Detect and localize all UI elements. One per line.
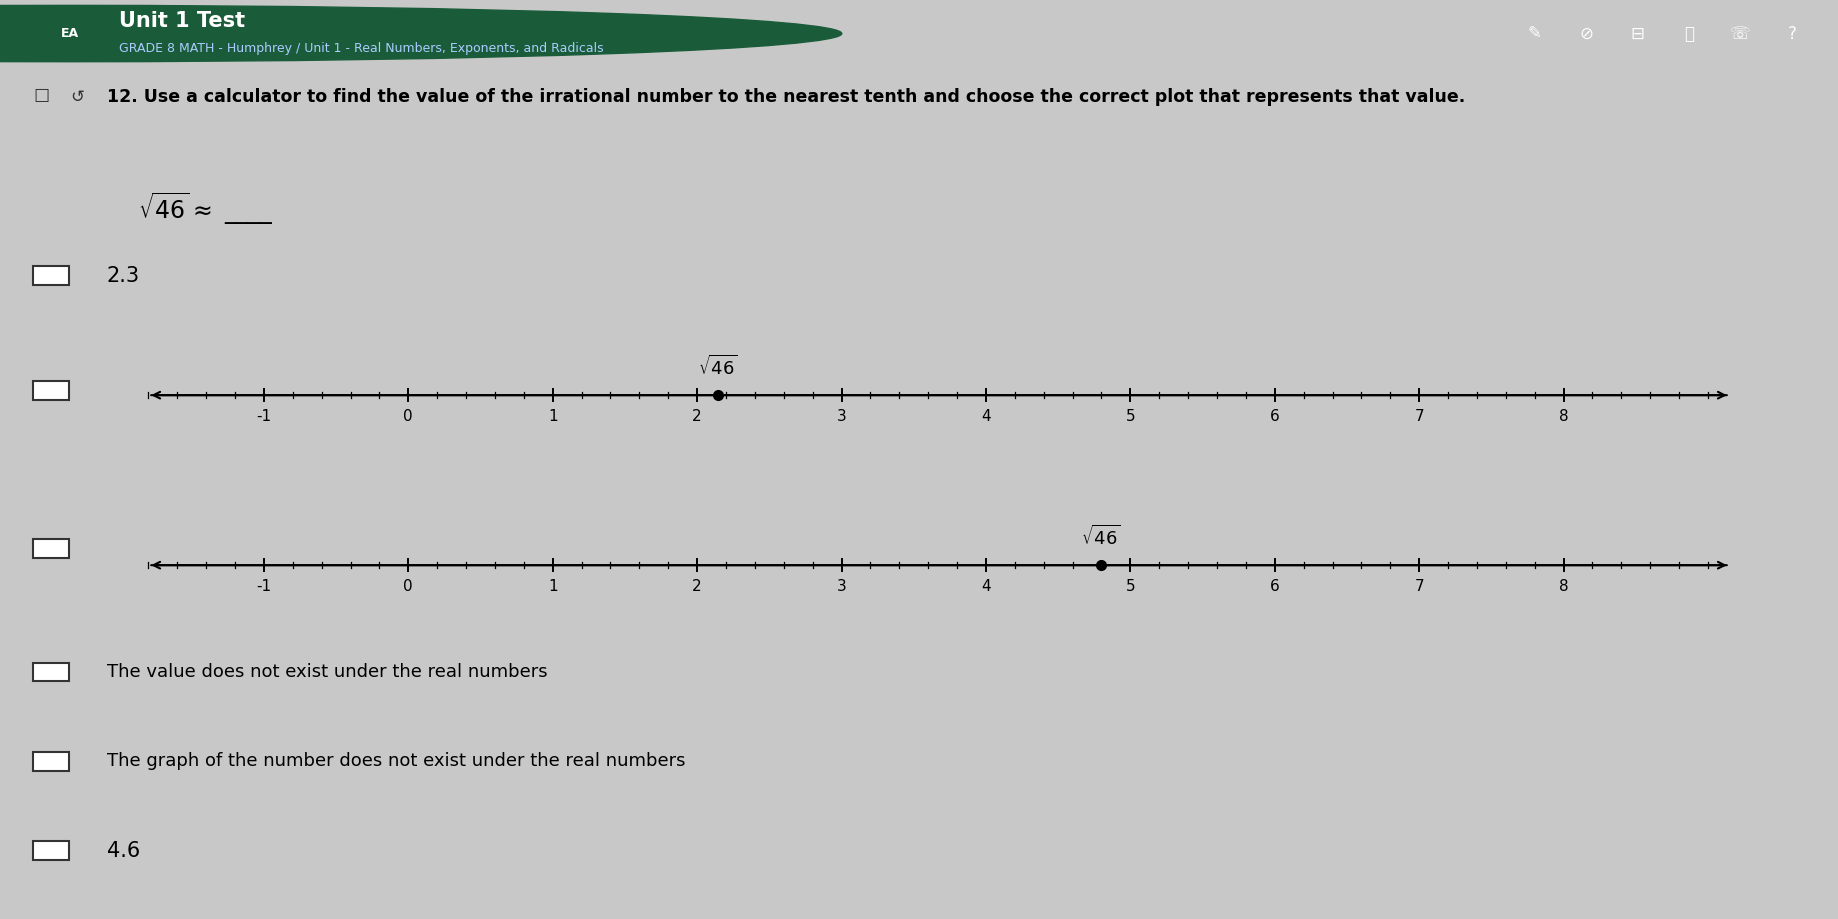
Text: $\sqrt{46} \approx$ ____: $\sqrt{46} \approx$ ____: [138, 190, 274, 227]
Circle shape: [0, 6, 842, 62]
Text: 3: 3: [836, 580, 847, 595]
FancyBboxPatch shape: [33, 663, 70, 681]
Text: 5: 5: [1125, 580, 1136, 595]
FancyBboxPatch shape: [33, 381, 70, 400]
Text: 8: 8: [1559, 410, 1568, 425]
Text: ?: ?: [1788, 25, 1796, 42]
Text: 12. Use a calculator to find the value of the irrational number to the nearest t: 12. Use a calculator to find the value o…: [107, 88, 1465, 107]
Text: 4: 4: [981, 410, 991, 425]
Text: 1: 1: [548, 410, 557, 425]
Text: The graph of the number does not exist under the real numbers: The graph of the number does not exist u…: [107, 753, 686, 770]
FancyBboxPatch shape: [33, 539, 70, 558]
Text: 5: 5: [1125, 410, 1136, 425]
Text: 7: 7: [1415, 410, 1424, 425]
Text: 7: 7: [1415, 580, 1424, 595]
Text: 0: 0: [404, 580, 414, 595]
Text: 2.3: 2.3: [107, 266, 140, 286]
Text: The value does not exist under the real numbers: The value does not exist under the real …: [107, 663, 548, 681]
Text: 1: 1: [548, 580, 557, 595]
Text: 3: 3: [836, 410, 847, 425]
Text: Unit 1 Test: Unit 1 Test: [119, 11, 246, 31]
Text: 4.6: 4.6: [107, 841, 140, 861]
Text: 0: 0: [404, 410, 414, 425]
Text: 2: 2: [693, 410, 702, 425]
Text: 2: 2: [693, 580, 702, 595]
Text: ✎: ✎: [1527, 25, 1542, 42]
Text: $\sqrt{46}$: $\sqrt{46}$: [1081, 525, 1121, 550]
Text: ⊟: ⊟: [1630, 25, 1645, 42]
Text: 8: 8: [1559, 580, 1568, 595]
FancyBboxPatch shape: [33, 842, 70, 860]
Text: ⊘: ⊘: [1579, 25, 1594, 42]
Text: 6: 6: [1270, 410, 1279, 425]
Text: ☐: ☐: [33, 88, 50, 107]
Text: -1: -1: [255, 410, 272, 425]
Text: EA: EA: [61, 27, 79, 40]
FancyBboxPatch shape: [33, 267, 70, 285]
Text: ⓘ: ⓘ: [1684, 25, 1695, 42]
Text: ☏: ☏: [1730, 25, 1752, 42]
Text: ←: ←: [15, 19, 39, 48]
Text: -1: -1: [255, 580, 272, 595]
Text: GRADE 8 MATH - Humphrey / Unit 1 - Real Numbers, Exponents, and Radicals: GRADE 8 MATH - Humphrey / Unit 1 - Real …: [119, 41, 605, 55]
Text: 4: 4: [981, 580, 991, 595]
FancyBboxPatch shape: [33, 752, 70, 771]
Text: 6: 6: [1270, 580, 1279, 595]
Text: ↺: ↺: [70, 88, 85, 107]
Text: $\sqrt{46}$: $\sqrt{46}$: [698, 355, 739, 379]
